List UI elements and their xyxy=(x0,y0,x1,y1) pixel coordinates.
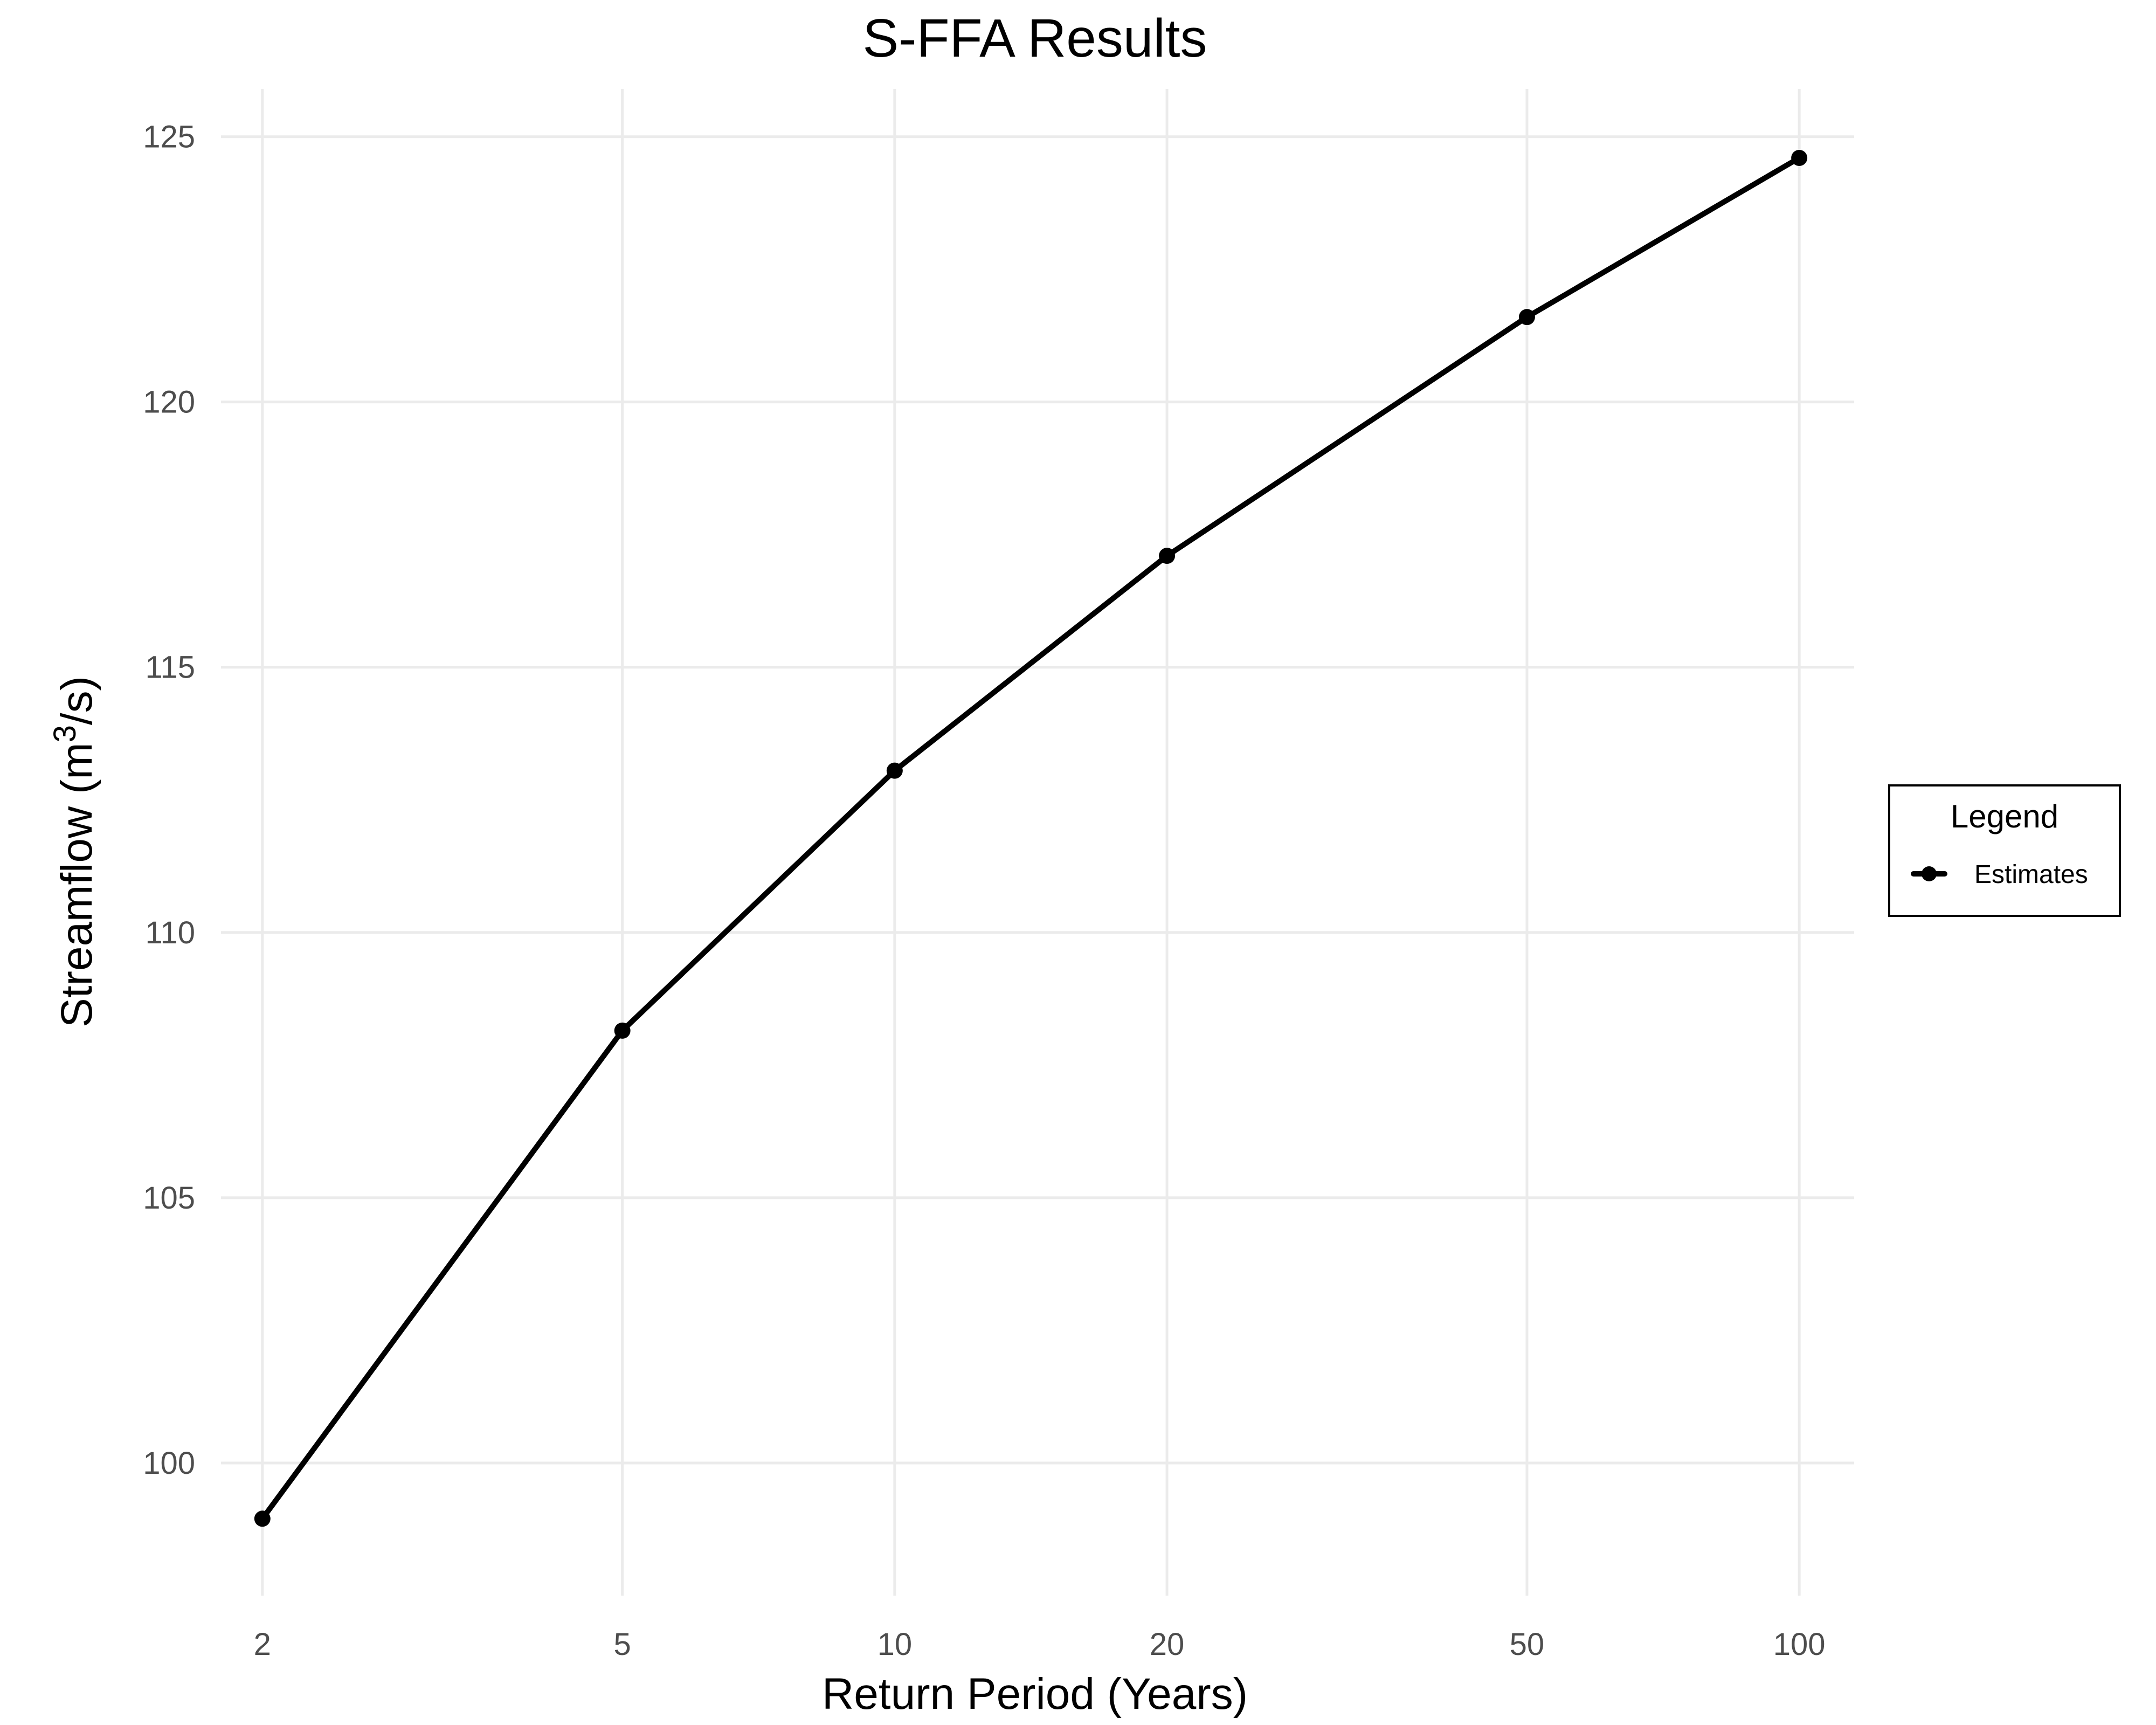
y-tick-label: 125 xyxy=(143,120,195,155)
x-tick-label: 50 xyxy=(1510,1627,1545,1662)
y-axis-title: Streamflow (m3/s) xyxy=(47,676,101,1027)
y-tick-label: 120 xyxy=(143,385,195,420)
legend-title: Legend xyxy=(1951,798,2058,834)
x-tick-label: 5 xyxy=(614,1627,631,1662)
y-axis-title-main: Streamflow (m xyxy=(52,742,101,1027)
data-point xyxy=(254,1510,271,1527)
x-tick-label: 100 xyxy=(1773,1627,1826,1662)
x-axis-ticks: 2 5 10 20 50 100 xyxy=(254,1627,1826,1662)
y-tick-label: 105 xyxy=(143,1181,195,1216)
legend-key-point xyxy=(1922,866,1937,881)
data-point xyxy=(886,762,903,779)
y-axis-title-tail: /s) xyxy=(52,676,101,725)
series-line xyxy=(259,155,1802,1522)
legend: Legend Estimates xyxy=(1888,784,2121,917)
data-point xyxy=(1518,309,1535,326)
grid xyxy=(221,89,1854,1596)
data-point xyxy=(614,1022,631,1039)
data-point xyxy=(1159,548,1176,564)
y-axis-title-superscript: 3 xyxy=(47,725,82,742)
y-tick-label: 115 xyxy=(146,650,195,685)
chart-title: S-FFA Results xyxy=(862,8,1207,68)
y-axis-ticks: 100 105 110 115 120 125 xyxy=(143,120,195,1481)
x-tick-label: 20 xyxy=(1150,1627,1185,1662)
data-point xyxy=(1791,149,1808,166)
series-estimates xyxy=(254,149,1808,1527)
y-tick-label: 100 xyxy=(143,1446,195,1481)
legend-entry-estimates: Estimates xyxy=(1974,860,2088,889)
x-axis-title: Return Period (Years) xyxy=(822,1669,1248,1719)
x-tick-label: 2 xyxy=(254,1627,271,1662)
y-tick-label: 110 xyxy=(146,915,195,950)
x-tick-label: 10 xyxy=(877,1627,913,1662)
legend-box xyxy=(1888,784,2121,917)
